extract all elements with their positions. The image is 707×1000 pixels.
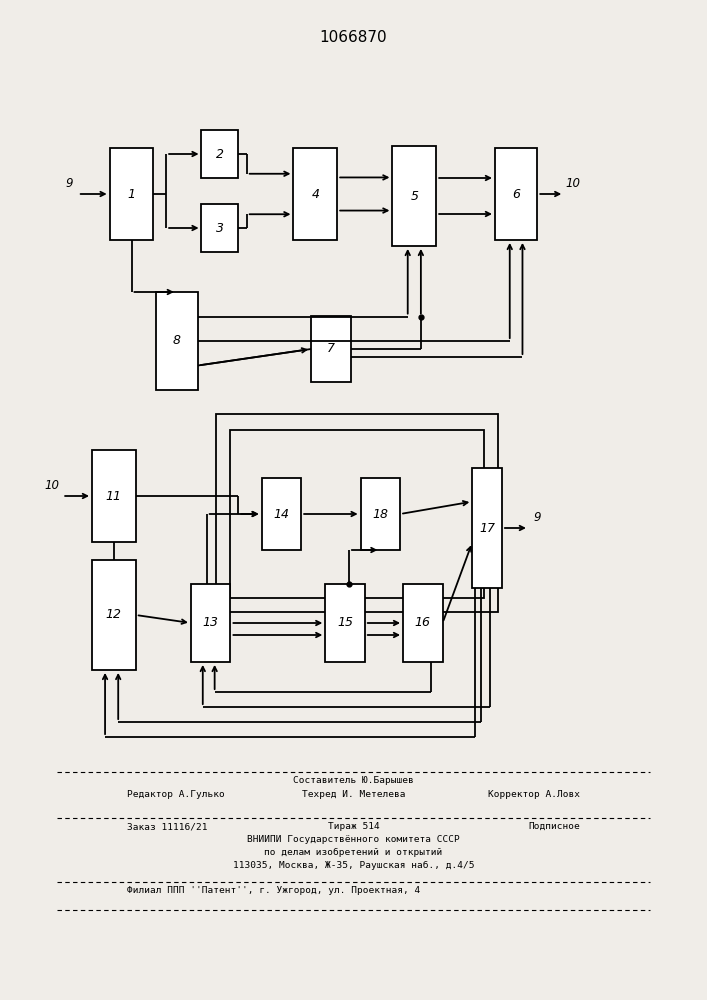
Text: 7: 7 (327, 342, 335, 356)
Bar (325, 584, 365, 662)
Text: по делам изобретений и открытий: по делам изобретений и открытий (264, 848, 443, 857)
Text: Тираж 514: Тираж 514 (327, 822, 380, 831)
Text: 10: 10 (45, 479, 60, 492)
Bar (156, 292, 198, 390)
Text: Составитель Ю.Барышев: Составитель Ю.Барышев (293, 776, 414, 785)
Text: 2: 2 (216, 147, 224, 160)
Text: Филиал ППП ''Патент'', г. Ужгород, ул. Проектная, 4: Филиал ППП ''Патент'', г. Ужгород, ул. П… (127, 886, 421, 895)
Text: 13: 13 (203, 616, 218, 630)
Text: Подписное: Подписное (528, 822, 580, 831)
Bar (293, 148, 337, 240)
Text: 113035, Москва, Ж-35, Раушская наб., д.4/5: 113035, Москва, Ж-35, Раушская наб., д.4… (233, 861, 474, 870)
Text: 11: 11 (106, 489, 122, 502)
Bar (262, 478, 301, 550)
Bar (495, 148, 537, 240)
Bar (230, 430, 484, 598)
Text: 10: 10 (565, 177, 580, 190)
Bar (361, 478, 400, 550)
Bar (472, 468, 502, 588)
Bar (110, 148, 153, 240)
Text: ВНИИПИ Государствённого комитета СССР: ВНИИПИ Государствённого комитета СССР (247, 835, 460, 844)
Bar (201, 204, 238, 252)
Bar (191, 584, 230, 662)
Text: 1: 1 (127, 188, 136, 200)
Text: 4: 4 (311, 188, 320, 200)
Text: 5: 5 (410, 190, 419, 202)
Text: 15: 15 (337, 616, 353, 630)
Text: 14: 14 (274, 508, 289, 520)
Bar (201, 130, 238, 178)
Text: 9: 9 (66, 177, 73, 190)
Bar (92, 560, 136, 670)
Text: 9: 9 (534, 511, 541, 524)
Text: 8: 8 (173, 334, 181, 348)
Text: 1066870: 1066870 (320, 30, 387, 45)
Bar (392, 146, 436, 246)
Text: 17: 17 (479, 522, 495, 534)
Bar (403, 584, 443, 662)
Text: Корректор А.Ловх: Корректор А.Ловх (488, 790, 580, 799)
Text: 6: 6 (512, 188, 520, 200)
Bar (216, 414, 498, 612)
Bar (92, 450, 136, 542)
Text: 18: 18 (373, 508, 388, 520)
Text: 12: 12 (106, 608, 122, 621)
Text: 3: 3 (216, 222, 224, 234)
Text: Редактор А.Гулько: Редактор А.Гулько (127, 790, 225, 799)
Text: Заказ 11116/21: Заказ 11116/21 (127, 822, 208, 831)
Bar (311, 316, 351, 382)
Text: Техред И. Метелева: Техред И. Метелева (302, 790, 405, 799)
Text: 16: 16 (415, 616, 431, 630)
